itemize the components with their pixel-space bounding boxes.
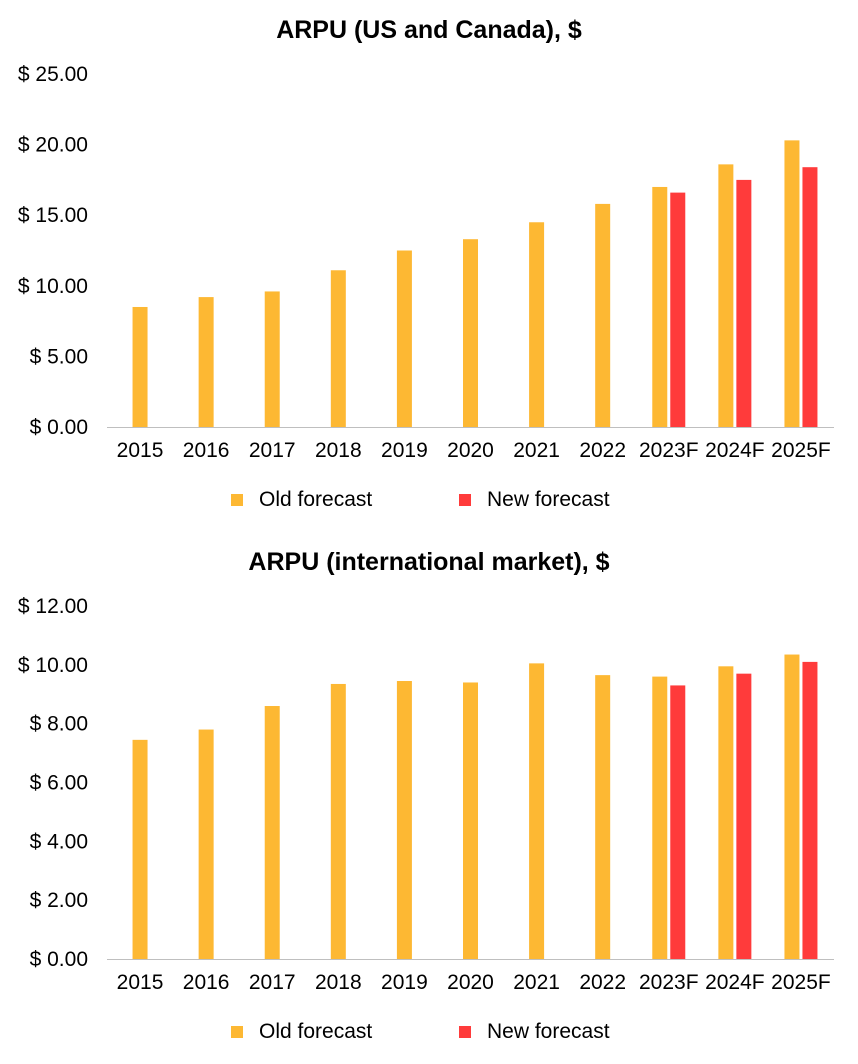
legend-swatch-old (231, 494, 243, 506)
x-tick-label: 2017 (249, 439, 296, 462)
bar-old-forecast (463, 682, 478, 959)
bar-old-forecast (595, 203, 611, 427)
bar-old-forecast (463, 239, 478, 427)
legend-label: Old forecast (259, 488, 373, 511)
bar-new-forecast (736, 179, 752, 427)
x-tick-label: 2025F (771, 971, 831, 994)
bar-old-forecast (396, 250, 412, 427)
bar-old-forecast (264, 291, 280, 427)
legend-label: New forecast (487, 1020, 610, 1043)
bar-old-forecast (198, 297, 214, 427)
x-tick-label: 2015 (117, 971, 164, 994)
legend-swatch-old (231, 1026, 243, 1038)
y-tick-label: $ 4.00 (30, 830, 88, 853)
x-tick-label: 2020 (447, 439, 494, 462)
bar-new-forecast (670, 192, 686, 427)
legend-item-old-forecast: Old forecast (231, 1017, 372, 1047)
bar-old-forecast (529, 663, 545, 959)
y-tick-label: $ 10.00 (18, 275, 88, 298)
bar-old-forecast (330, 683, 346, 959)
legend-swatch-new (459, 494, 471, 506)
bar-old-forecast (132, 306, 148, 427)
x-tick-label: 2021 (513, 971, 560, 994)
y-tick-label: $ 0.00 (30, 948, 88, 971)
bar-old-forecast (529, 222, 545, 427)
bar-old-forecast (652, 676, 668, 959)
bar-new-forecast (802, 167, 818, 427)
x-tick-label: 2016 (183, 971, 230, 994)
legend: Old forecast New forecast (0, 1017, 858, 1047)
bar-old-forecast (784, 654, 800, 959)
x-tick-label: 2023F (639, 971, 699, 994)
legend: Old forecast New forecast (0, 485, 858, 515)
legend-item-old-forecast: Old forecast (231, 485, 372, 515)
bar-old-forecast (198, 729, 214, 959)
x-tick-label: 2021 (513, 439, 560, 462)
x-tick-label: 2015 (117, 439, 164, 462)
chart-title: ARPU (US and Canada), $ (276, 16, 582, 44)
y-tick-label: $ 8.00 (30, 713, 88, 736)
x-tick-label: 2025F (771, 439, 831, 462)
x-tick-label: 2017 (249, 971, 296, 994)
bar-old-forecast (595, 675, 611, 959)
x-tick-label: 2020 (447, 971, 494, 994)
bar-old-forecast (718, 164, 734, 428)
legend-item-new-forecast: New forecast (459, 485, 610, 515)
y-tick-label: $ 12.00 (18, 595, 88, 618)
x-tick-label: 2019 (381, 439, 428, 462)
x-tick-label: 2024F (705, 439, 765, 462)
chart-international: ARPU (international market), $ $ 0.00 $ 2… (0, 532, 858, 1064)
y-tick-label: $ 6.00 (30, 772, 88, 795)
bar-old-forecast (718, 666, 734, 959)
bar-old-forecast (330, 270, 346, 427)
x-tick-label: 2018 (315, 971, 362, 994)
legend-item-new-forecast: New forecast (459, 1017, 610, 1047)
legend-swatch-new (459, 1026, 471, 1038)
bar-old-forecast (264, 706, 280, 959)
x-tick-label: 2016 (183, 439, 230, 462)
bar-new-forecast (736, 673, 752, 959)
chart-us-canada: ARPU (US and Canada), $ $ 0.00 $ 5.00 $ 10… (0, 16, 858, 515)
x-tick-label: 2018 (315, 439, 362, 462)
y-tick-label: $ 10.00 (18, 654, 88, 677)
y-tick-label: $ 0.00 (30, 416, 88, 439)
x-tick-label: 2024F (705, 971, 765, 994)
bar-new-forecast (802, 661, 818, 959)
y-tick-label: $ 5.00 (30, 345, 88, 368)
x-tick-label: 2019 (381, 971, 428, 994)
y-tick-label: $ 25.00 (18, 63, 88, 86)
x-tick-label: 2022 (579, 439, 626, 462)
y-tick-label: $ 2.00 (30, 889, 88, 912)
plot-area: $ 0.00 $ 2.00 $ 4.00 $ 6.00 $ 8.00 $ 10.00 $ 1… (18, 595, 834, 994)
bar-old-forecast (132, 739, 148, 959)
x-tick-label: 2022 (579, 971, 626, 994)
chart-title: ARPU (international market), $ (248, 548, 610, 576)
legend-label: Old forecast (259, 1020, 373, 1043)
bar-new-forecast (670, 685, 686, 959)
x-tick-label: 2023F (639, 439, 699, 462)
bar-old-forecast (784, 140, 800, 427)
y-tick-label: $ 20.00 (18, 134, 88, 157)
y-tick-label: $ 15.00 (18, 204, 88, 227)
bar-old-forecast (652, 186, 668, 427)
plot-area: $ 0.00 $ 5.00 $ 10.00 $ 15.00 $ 20.00 $ 25.00… (18, 63, 834, 462)
legend-label: New forecast (487, 488, 610, 511)
bar-old-forecast (396, 681, 412, 959)
